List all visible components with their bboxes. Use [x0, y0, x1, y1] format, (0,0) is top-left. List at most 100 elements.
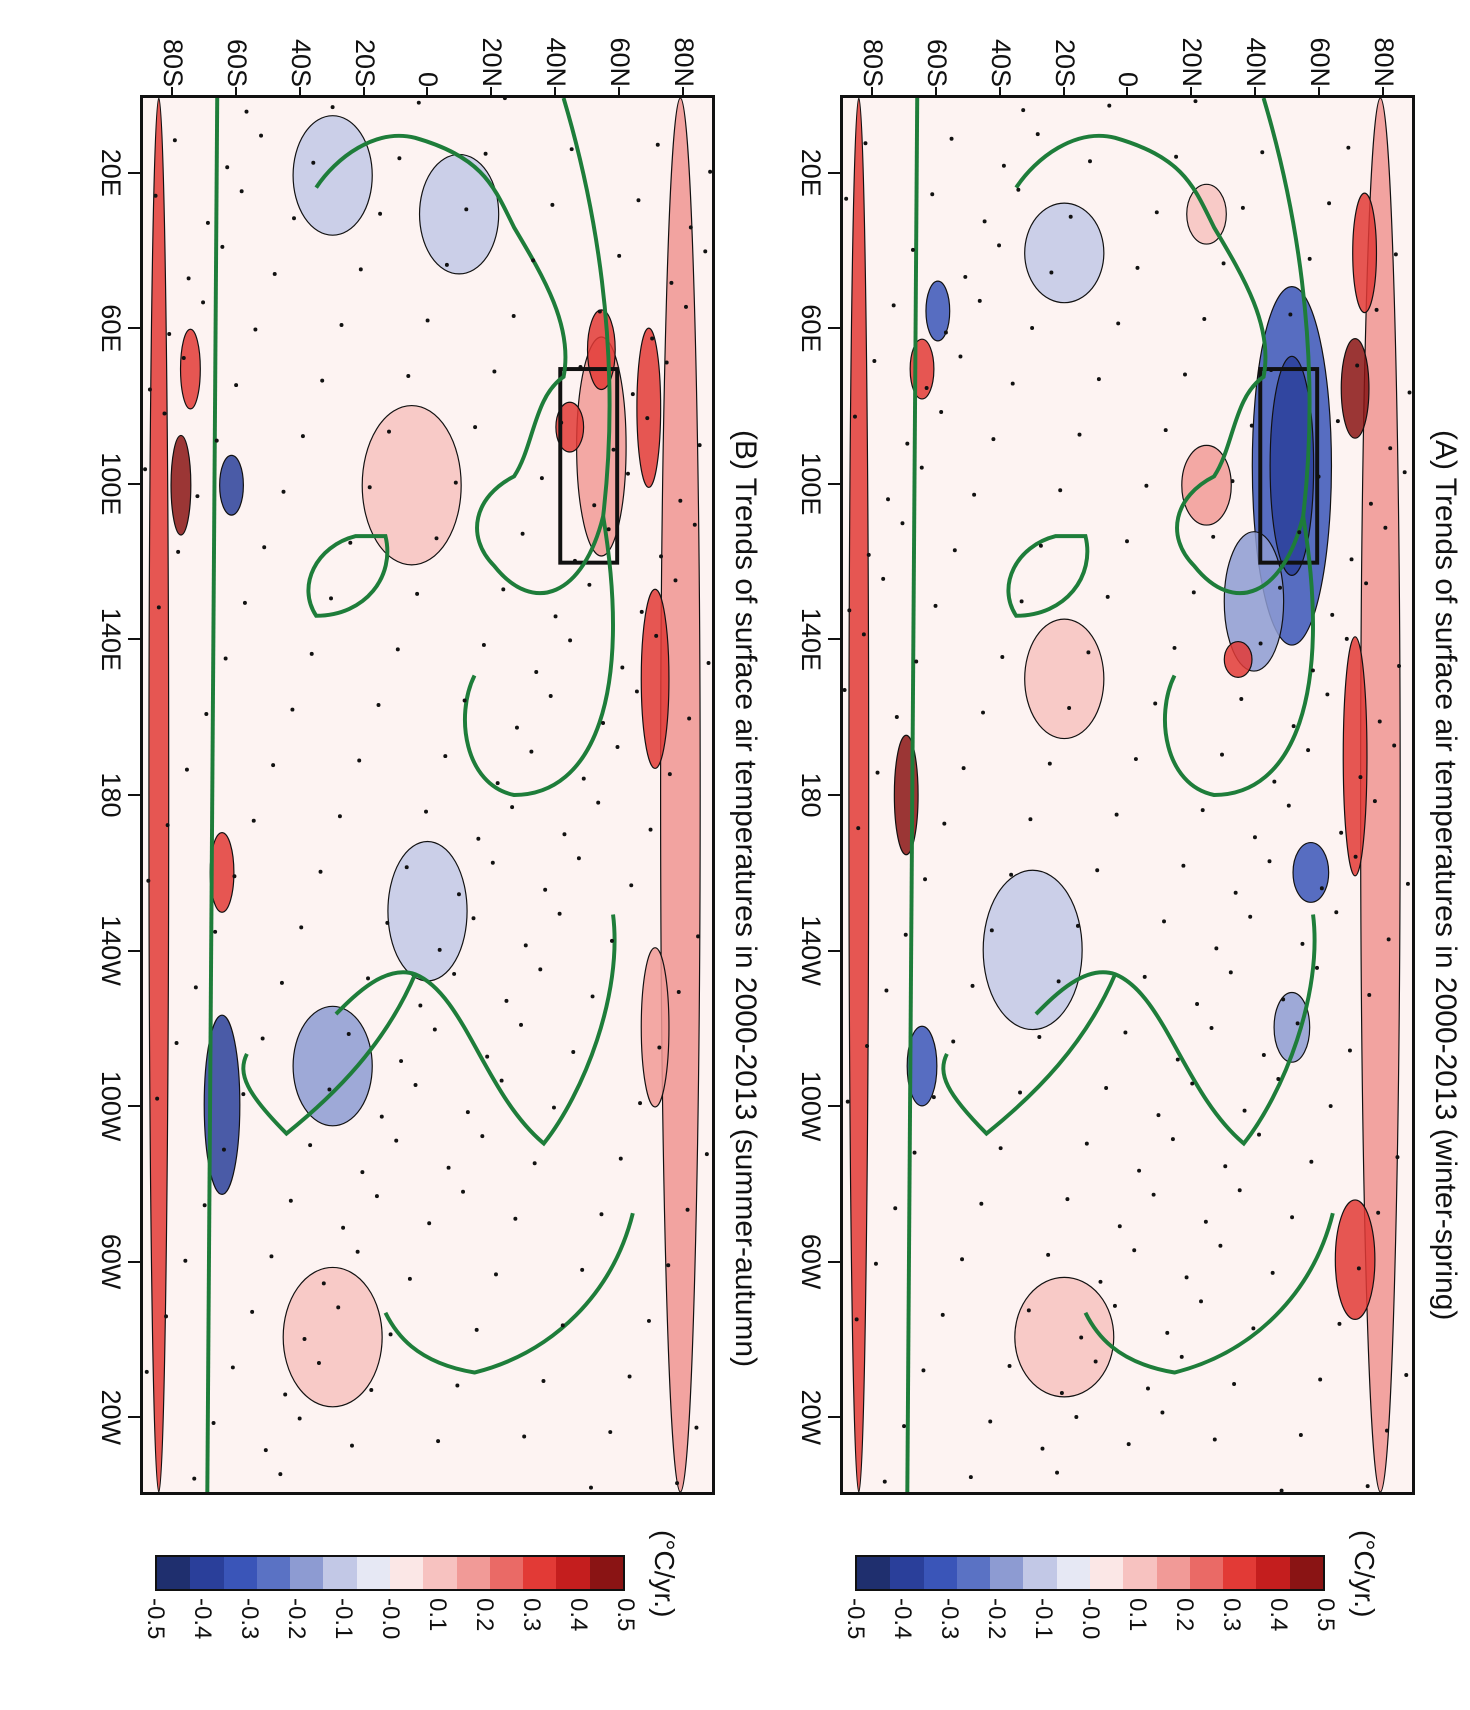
x-tick [828, 638, 840, 641]
colorbar-tick-label: 0.3 [1218, 1598, 1245, 1632]
y-tick [1190, 87, 1193, 95]
y-tick [170, 87, 173, 95]
y-tick-label: 60S [921, 38, 952, 87]
colorbar-tick-label: 0.2 [471, 1598, 498, 1632]
y-tick [298, 87, 301, 95]
x-tick-label: 60E [796, 304, 826, 353]
panel-b-map [140, 95, 715, 1495]
y-tick-label: 20N [477, 37, 508, 87]
colorbar-tick-label: -0.4 [889, 1598, 916, 1640]
y-tick-label: 0 [1113, 71, 1144, 87]
panel-a-colorbar-unit: (°C/yr.) [1349, 1530, 1380, 1618]
x-tick-label: 20E [96, 148, 126, 197]
y-tick-label: 40S [985, 38, 1016, 87]
y-tick-label: 60N [605, 37, 636, 87]
y-tick [1382, 87, 1385, 95]
colorbar-tick-label: -0.1 [1030, 1598, 1057, 1640]
y-tick-label: 60N [1305, 37, 1336, 87]
x-tick-label: 100W [796, 1070, 826, 1142]
x-tick-label: 180 [796, 772, 826, 818]
colorbar-gradient [155, 1555, 625, 1591]
panel-b-title: (B) Trends of surface air temperatures i… [729, 430, 762, 1368]
y-tick-label: 60S [221, 38, 252, 87]
colorbar-tick-label: -0.0 [377, 1598, 404, 1640]
y-tick [934, 87, 937, 95]
colorbar-tick-label: 0.4 [1265, 1598, 1292, 1632]
y-tick [362, 87, 365, 95]
y-tick-label: 80S [157, 38, 188, 87]
y-tick [682, 87, 685, 95]
y-tick-label: 80S [857, 38, 888, 87]
x-tick [128, 638, 140, 641]
colorbar-gradient [855, 1555, 1325, 1591]
x-tick [128, 949, 140, 952]
x-tick [128, 1260, 140, 1263]
y-tick [234, 87, 237, 95]
x-tick-label: 20W [796, 1389, 826, 1445]
x-tick [128, 1416, 140, 1419]
y-tick [870, 87, 873, 95]
x-tick-label: 20W [96, 1389, 126, 1445]
colorbar-tick-label: -0.3 [936, 1598, 963, 1640]
x-tick [828, 327, 840, 330]
colorbar-tick-label: 0.5 [1312, 1598, 1339, 1632]
x-tick-label: 100E [796, 452, 826, 516]
colorbar-tick-label: 0.4 [565, 1598, 592, 1632]
y-tick [490, 87, 493, 95]
panel-a-title: (A) Trends of surface air temperatures i… [1429, 430, 1462, 1321]
panel-b-colorbar-unit: (°C/yr.) [649, 1530, 680, 1618]
x-tick-label: 140W [96, 915, 126, 986]
colorbar-tick-label: -0.2 [283, 1598, 310, 1640]
x-tick [128, 171, 140, 174]
y-tick [426, 87, 429, 95]
x-tick [828, 1416, 840, 1419]
y-tick-label: 0 [413, 71, 444, 87]
x-tick [828, 794, 840, 796]
x-tick-label: 20E [796, 148, 826, 197]
y-tick [1318, 87, 1321, 95]
colorbar-tick-label: -0.2 [983, 1598, 1010, 1640]
y-tick [554, 87, 557, 95]
x-tick [828, 1260, 840, 1263]
x-tick [828, 949, 840, 952]
x-tick-label: 60W [96, 1233, 126, 1290]
x-tick [128, 794, 140, 796]
panel-a-map [840, 95, 1415, 1495]
colorbar-tick-label: -0.5 [842, 1598, 869, 1640]
x-tick-label: 60W [796, 1233, 826, 1290]
y-tick-label: 20N [1177, 37, 1208, 87]
colorbar-tick-label: 0.5 [612, 1598, 639, 1632]
colorbar-tick-label: -0.0 [1077, 1598, 1104, 1640]
x-tick-label: 100E [96, 452, 126, 516]
y-tick-label: 40N [1241, 37, 1272, 87]
y-tick-label: 80N [1369, 37, 1400, 87]
x-tick-label: 60E [96, 304, 126, 353]
y-tick [1254, 87, 1257, 95]
colorbar-tick-label: -0.5 [142, 1598, 169, 1640]
x-tick-label: 100W [96, 1070, 126, 1142]
colorbar-tick-label: -0.3 [236, 1598, 263, 1640]
y-tick [1126, 87, 1129, 95]
colorbar-tick-label: -0.4 [189, 1598, 216, 1640]
colorbar-tick-label: 0.3 [518, 1598, 545, 1632]
y-tick-label: 20S [1049, 38, 1080, 87]
y-tick-label: 20S [349, 38, 380, 87]
x-tick-label: 180 [96, 772, 126, 818]
y-tick [1062, 87, 1065, 95]
y-tick-label: 80N [669, 37, 700, 87]
x-tick [128, 1105, 140, 1108]
y-tick-label: 40N [541, 37, 572, 87]
x-tick [828, 482, 840, 485]
x-tick-label: 140E [796, 607, 826, 671]
colorbar-tick-label: 0.1 [1124, 1598, 1151, 1632]
x-tick-label: 140E [96, 607, 126, 671]
x-tick [828, 171, 840, 174]
y-tick-label: 40S [285, 38, 316, 87]
x-tick [828, 1105, 840, 1108]
colorbar-tick-label: 0.1 [424, 1598, 451, 1632]
colorbar-tick-label: -0.1 [330, 1598, 357, 1640]
x-tick [128, 482, 140, 485]
x-tick [128, 327, 140, 330]
colorbar-tick-label: 0.2 [1171, 1598, 1198, 1632]
